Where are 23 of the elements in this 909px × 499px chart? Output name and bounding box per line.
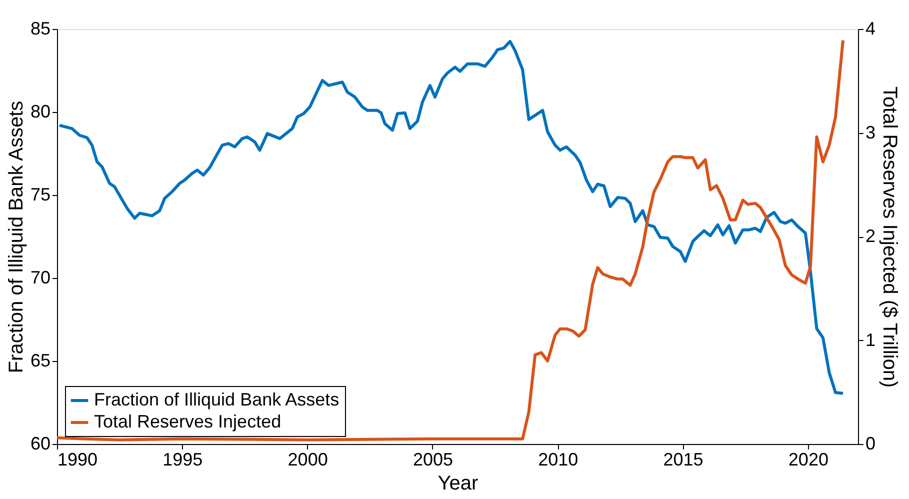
y-axis-title: Fraction of Illiquid Bank Assets bbox=[5, 100, 28, 374]
y2-tick-label: 4 bbox=[866, 18, 876, 38]
y2-tick-label: 0 bbox=[866, 434, 876, 454]
x-tick-label: 2020 bbox=[788, 450, 828, 470]
y-tick-label: 70 bbox=[30, 268, 50, 288]
y-tick-label: 80 bbox=[30, 102, 50, 122]
y-tick-label: 60 bbox=[30, 434, 50, 454]
legend-label: Total Reserves Injected bbox=[94, 412, 282, 432]
x-tick-label: 2015 bbox=[663, 450, 704, 470]
y2-axis-title: Total Reserves Injected ($ Trillion) bbox=[878, 86, 901, 388]
y-tick-label: 75 bbox=[30, 184, 50, 204]
x-tick-label: 2005 bbox=[412, 450, 453, 470]
legend-label: Fraction of Illiquid Bank Assets bbox=[94, 390, 340, 410]
x-tick-label: 1990 bbox=[58, 450, 98, 470]
x-axis-title: Year bbox=[438, 472, 479, 494]
x-tick-label: 2000 bbox=[288, 450, 328, 470]
y-tick-label: 65 bbox=[30, 350, 50, 370]
y-tick-label: 85 bbox=[30, 18, 50, 38]
y2-tick-label: 3 bbox=[866, 122, 876, 142]
x-tick-label: 2010 bbox=[538, 450, 578, 470]
y2-tick-label: 1 bbox=[866, 330, 876, 350]
x-tick-label: 1995 bbox=[162, 450, 203, 470]
y2-tick-label: 2 bbox=[866, 226, 876, 246]
